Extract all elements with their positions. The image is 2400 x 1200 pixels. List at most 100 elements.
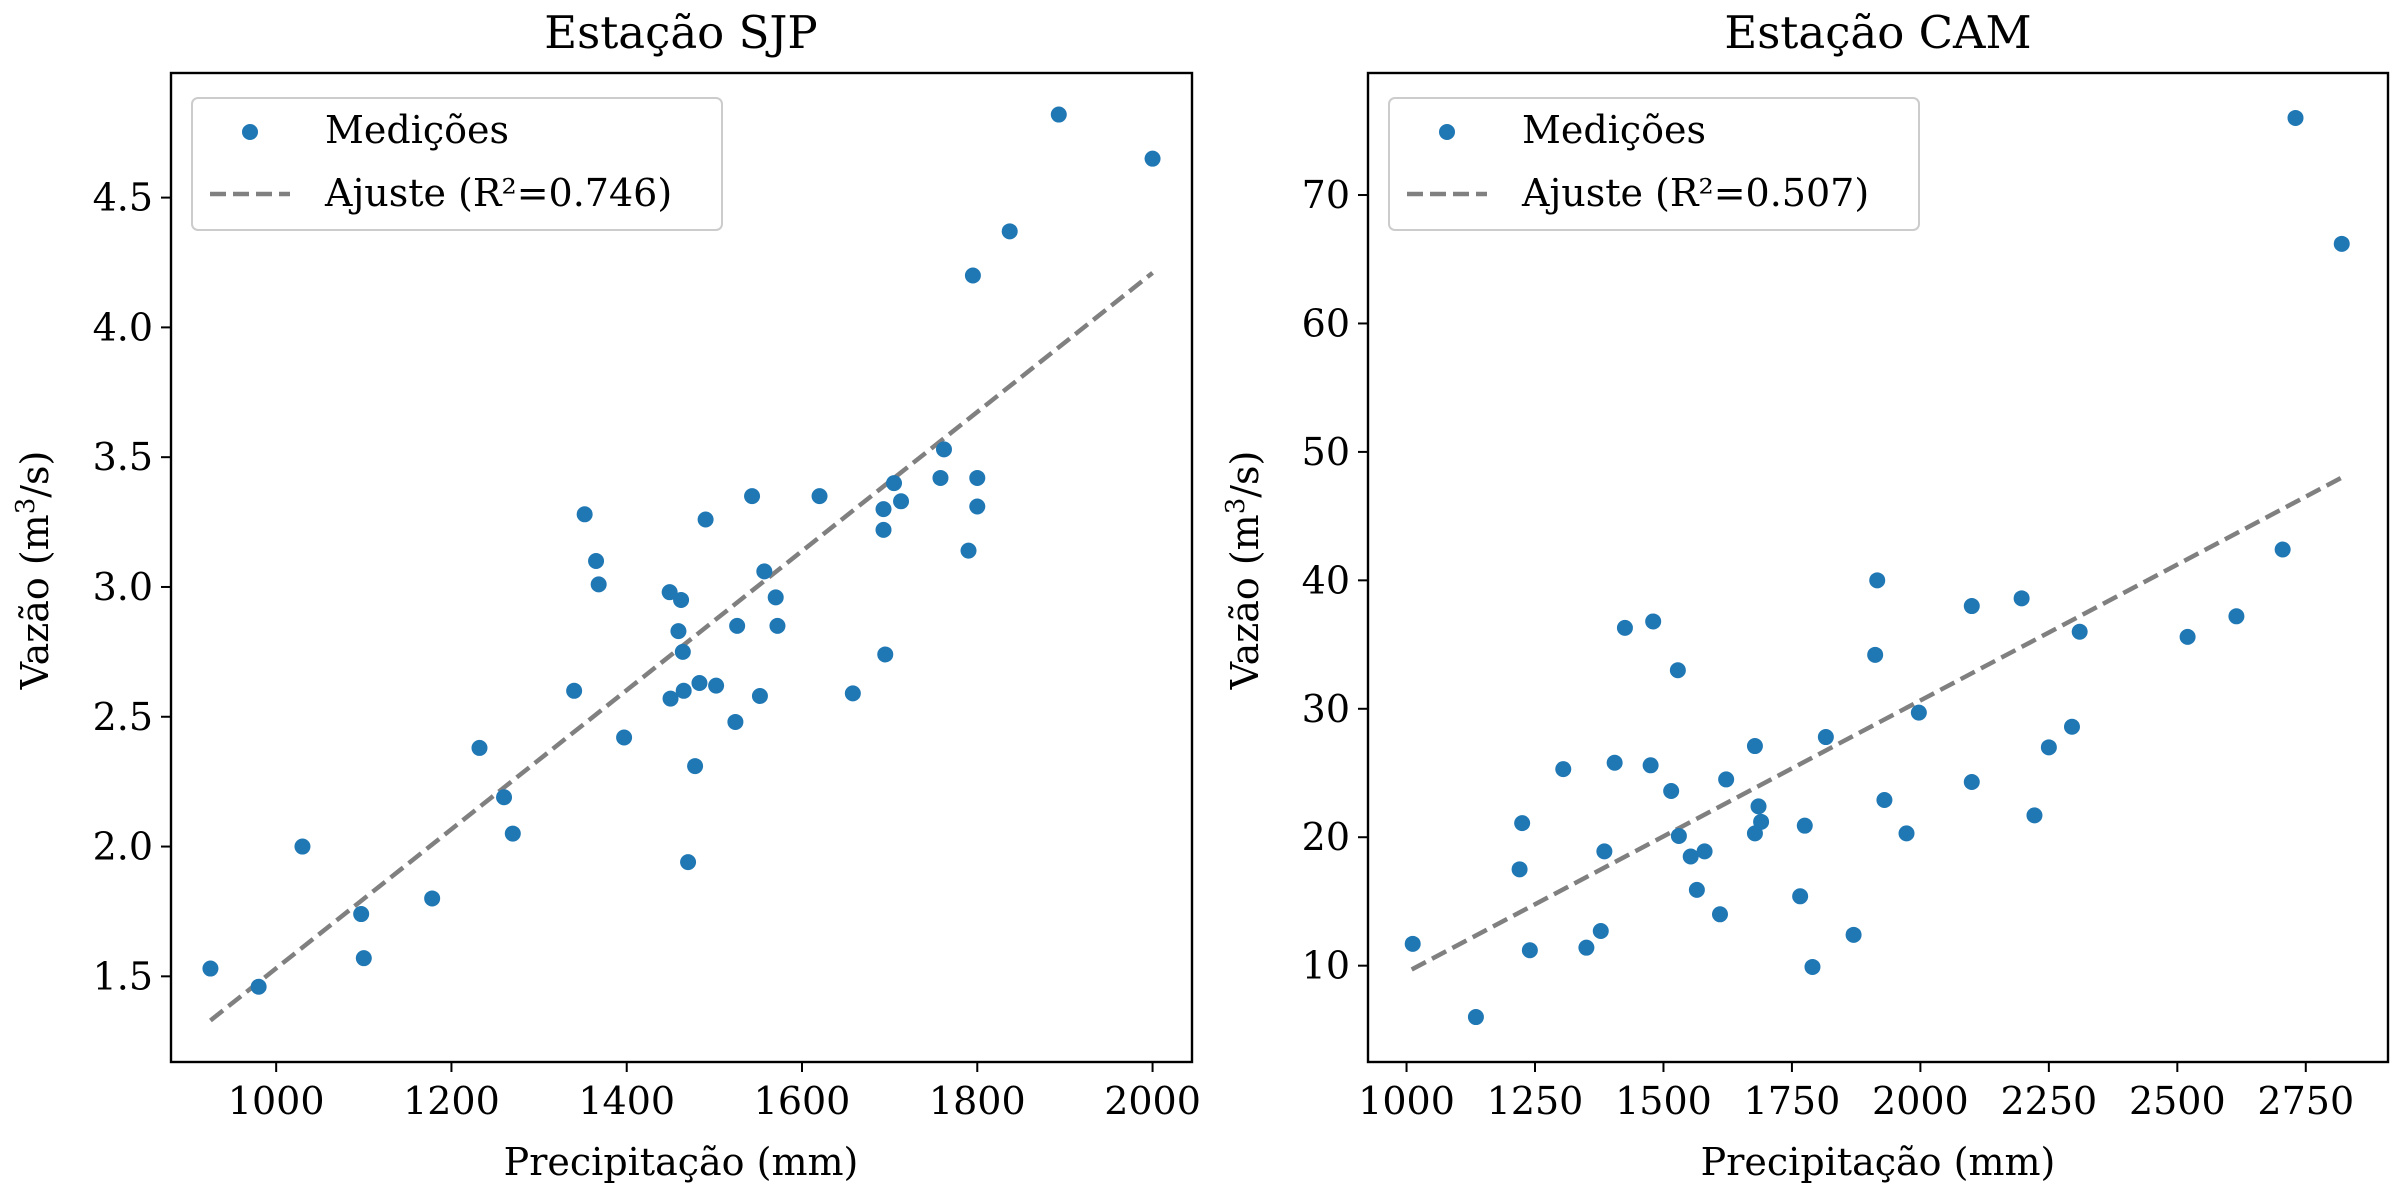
data-point-cam-34 <box>1910 704 1927 721</box>
data-point-cam-19 <box>1711 906 1728 923</box>
plot-frame-cam <box>1366 71 2390 1064</box>
legend-sjp: Medições Ajuste (R²=0.746) <box>191 97 723 231</box>
data-point-sjp-4 <box>355 950 372 967</box>
data-point-cam-6 <box>1578 939 1595 956</box>
data-point-cam-10 <box>1616 619 1633 636</box>
data-point-sjp-30 <box>767 589 784 606</box>
y-tick-label-cam: 40 <box>1302 558 1350 602</box>
legend-marker-cam <box>1439 124 1455 140</box>
data-point-cam-25 <box>1792 888 1809 905</box>
data-point-sjp-38 <box>893 493 910 510</box>
data-point-cam-0 <box>1404 935 1421 952</box>
data-point-cam-36 <box>1963 773 1980 790</box>
x-tick-label-cam: 1500 <box>1615 1079 1712 1123</box>
y-axis-label-tail-cam: /s) <box>1223 451 1267 498</box>
data-point-cam-27 <box>1804 958 1821 975</box>
data-point-cam-44 <box>2274 541 2291 558</box>
data-point-sjp-39 <box>932 469 949 486</box>
x-tick-label-sjp: 1200 <box>403 1079 500 1123</box>
data-point-sjp-8 <box>504 825 521 842</box>
data-point-sjp-12 <box>590 576 607 593</box>
data-point-sjp-7 <box>496 789 513 806</box>
data-point-cam-30 <box>1867 646 1884 663</box>
data-point-sjp-3 <box>353 906 370 923</box>
data-point-sjp-22 <box>691 675 708 692</box>
data-point-sjp-47 <box>1144 150 1161 167</box>
data-point-sjp-21 <box>687 758 704 775</box>
legend-label-fit-cam: Ajuste (R²=0.507) <box>1521 171 1869 215</box>
y-axis-label-main-sjp: Vazão (m <box>13 514 57 690</box>
data-point-sjp-23 <box>697 511 714 528</box>
y-tick-label-sjp: 2.5 <box>93 695 153 739</box>
data-point-sjp-44 <box>969 469 986 486</box>
legend-cam: Medições Ajuste (R²=0.507) <box>1388 97 1920 231</box>
data-point-sjp-17 <box>673 591 690 608</box>
data-point-sjp-9 <box>566 682 583 699</box>
x-tick-label-cam: 1250 <box>1487 1079 1584 1123</box>
data-point-cam-43 <box>2228 608 2245 625</box>
legend-box-sjp <box>191 97 723 231</box>
data-point-cam-16 <box>1682 848 1699 865</box>
data-point-cam-32 <box>1876 791 1893 808</box>
data-point-cam-46 <box>2333 235 2350 252</box>
data-point-sjp-10 <box>576 506 593 523</box>
x-tick-label-cam: 2500 <box>2129 1079 2226 1123</box>
data-point-sjp-26 <box>729 617 746 634</box>
points-cam <box>1404 109 2350 1026</box>
data-point-sjp-24 <box>708 677 725 694</box>
y-axis-label-tail-sjp: /s) <box>13 451 57 498</box>
data-point-sjp-28 <box>751 687 768 704</box>
data-point-sjp-2 <box>294 838 311 855</box>
plot-frame-sjp <box>169 71 1194 1064</box>
data-point-cam-42 <box>2179 628 2196 645</box>
data-point-cam-2 <box>1511 861 1528 878</box>
y-tick-label-cam: 10 <box>1302 944 1350 988</box>
data-point-sjp-27 <box>744 488 761 505</box>
x-tick-label-cam: 2750 <box>2257 1079 2354 1123</box>
data-point-sjp-25 <box>727 713 744 730</box>
y-tick-label-cam: 70 <box>1302 173 1350 217</box>
data-point-cam-18 <box>1696 843 1713 860</box>
y-tick-label-sjp: 3.5 <box>93 435 153 479</box>
data-point-cam-39 <box>2040 739 2057 756</box>
data-point-cam-37 <box>2013 590 2030 607</box>
data-point-cam-3 <box>1514 815 1531 832</box>
fit-line-cam <box>1410 475 2343 972</box>
x-axis-label-cam: Precipitação (mm) <box>1701 1140 2056 1184</box>
data-point-sjp-5 <box>424 890 441 907</box>
data-point-sjp-45 <box>1001 223 1018 240</box>
data-point-cam-9 <box>1606 754 1623 771</box>
panel-cam: 1000 1250 1500 1750 2000 2250 2500 2750 10 20 30 40… <box>1221 6 2390 1184</box>
y-axis-label-sup-cam: 3 <box>1221 498 1251 515</box>
x-tick-label-cam: 2250 <box>2000 1079 2097 1123</box>
data-point-cam-40 <box>2063 718 2080 735</box>
data-point-cam-12 <box>1645 613 1662 630</box>
data-point-cam-31 <box>1869 572 1886 589</box>
data-point-sjp-33 <box>844 685 861 702</box>
data-point-cam-35 <box>1963 598 1980 615</box>
data-point-cam-21 <box>1746 738 1763 755</box>
data-point-sjp-15 <box>662 690 679 707</box>
data-point-sjp-0 <box>202 960 219 977</box>
data-point-sjp-11 <box>588 553 605 570</box>
x-axis-label-sjp: Precipitação (mm) <box>504 1140 859 1184</box>
chart-title-sjp: Estação SJP <box>544 6 817 59</box>
data-point-cam-29 <box>1845 926 1862 943</box>
data-point-sjp-35 <box>875 521 892 538</box>
y-axis-label-main-cam: Vazão (m <box>1223 514 1267 690</box>
data-point-sjp-42 <box>964 267 981 284</box>
y-tick-label-sjp: 3.0 <box>93 565 153 609</box>
data-point-cam-8 <box>1596 843 1613 860</box>
data-point-sjp-31 <box>769 617 786 634</box>
data-point-sjp-18 <box>674 643 691 660</box>
data-point-cam-24 <box>1753 813 1770 830</box>
y-tick-label-sjp: 2.0 <box>93 825 153 869</box>
data-point-sjp-41 <box>960 542 977 559</box>
data-point-sjp-40 <box>935 441 952 458</box>
legend-box-cam <box>1388 97 1920 231</box>
data-point-cam-7 <box>1592 922 1609 939</box>
data-point-cam-13 <box>1663 782 1680 799</box>
data-point-sjp-29 <box>756 563 773 580</box>
data-point-sjp-14 <box>661 584 678 601</box>
data-point-cam-14 <box>1669 662 1686 679</box>
